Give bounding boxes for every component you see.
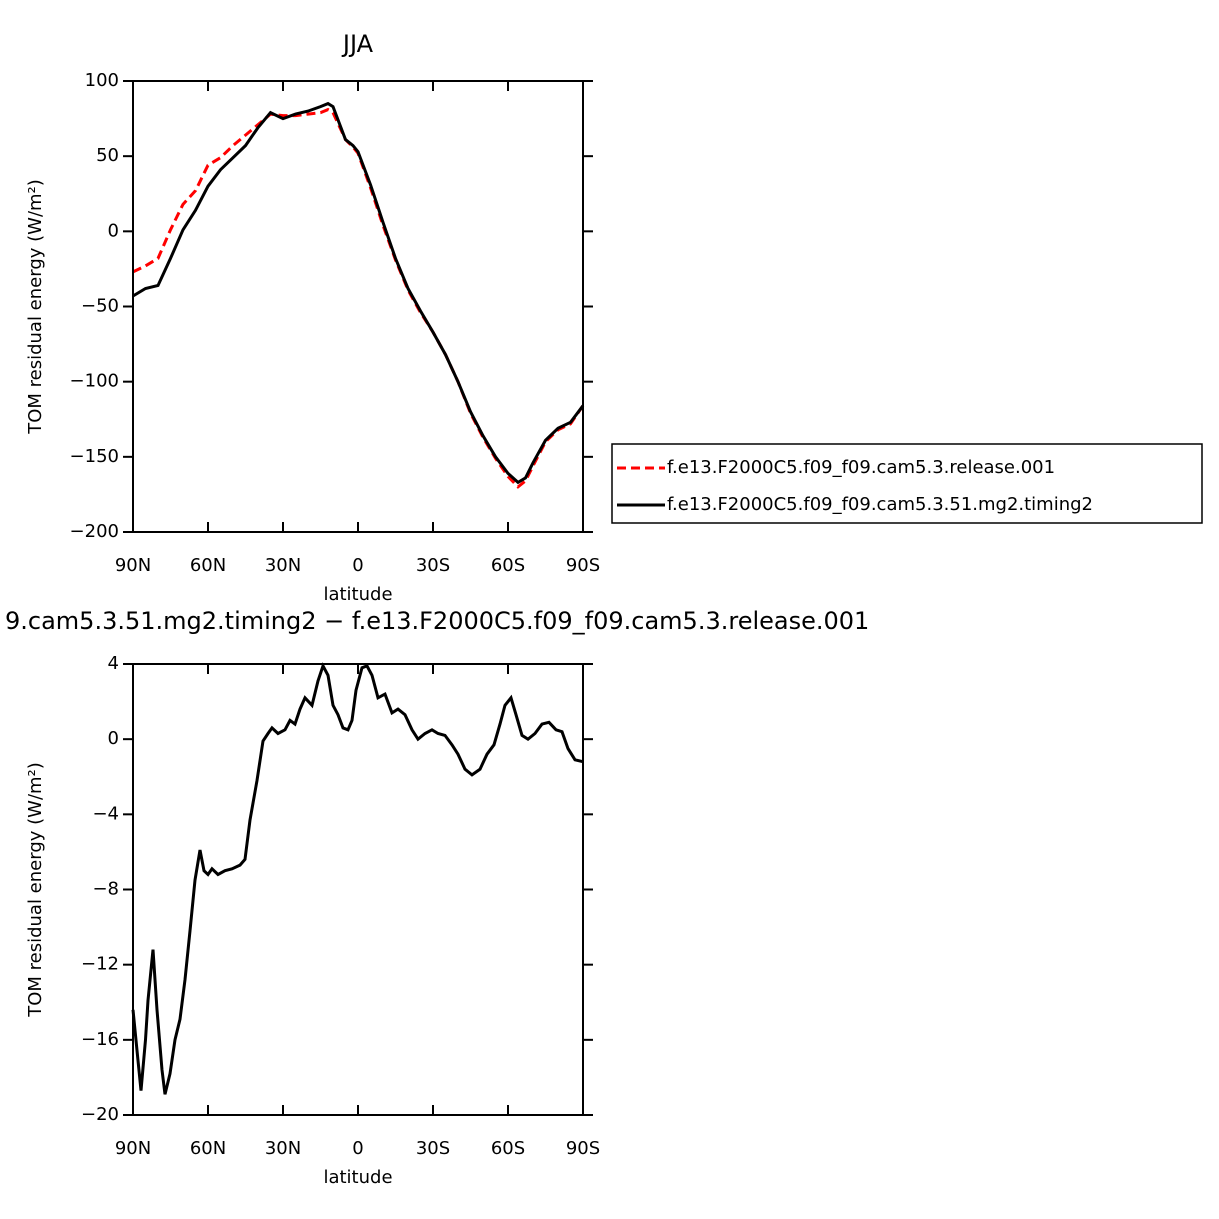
x-tick-label: 30N <box>265 1138 301 1159</box>
legend-box <box>611 443 1203 524</box>
y-tick-label: 0 <box>108 728 119 749</box>
x-tick-label: 90N <box>115 1138 151 1159</box>
y-tick-label: 100 <box>85 70 119 91</box>
x-axis-label: latitude <box>323 584 392 605</box>
x-tick-label: 60S <box>491 1138 525 1159</box>
y-tick-label: −16 <box>81 1029 119 1050</box>
data-line <box>131 662 584 1095</box>
x-tick-label: 30S <box>416 555 450 576</box>
y-axis-label: TOM residual energy (W/m²) <box>25 179 46 435</box>
y-axis-label: TOM residual energy (W/m²) <box>25 762 46 1018</box>
y-tick-label: −100 <box>70 371 119 392</box>
chart-title: JJA <box>341 30 374 58</box>
y-tick-label: −12 <box>81 954 119 975</box>
chart-title: 9.cam5.3.51.mg2.timing2 − f.e13.F2000C5.… <box>5 607 869 635</box>
data-line <box>132 101 585 485</box>
y-tick-label: −20 <box>81 1104 119 1125</box>
legend-label: f.e13.F2000C5.f09_f09.cam5.3.51.mg2.timi… <box>667 494 1093 515</box>
x-axis-label: latitude <box>323 1167 392 1188</box>
y-tick-label: −8 <box>92 879 119 900</box>
y-tick-label: −200 <box>70 521 119 542</box>
y-tick-label: −50 <box>81 296 119 317</box>
x-tick-label: 30N <box>265 555 301 576</box>
legend: f.e13.F2000C5.f09_f09.cam5.3.release.001… <box>611 443 1203 524</box>
x-tick-label: 60N <box>190 555 226 576</box>
x-tick-label: 90N <box>115 555 151 576</box>
x-tick-label: 0 <box>352 1138 363 1159</box>
x-tick-label: 30S <box>416 1138 450 1159</box>
x-tick-label: 60N <box>190 1138 226 1159</box>
legend-label: f.e13.F2000C5.f09_f09.cam5.3.release.001 <box>667 457 1055 478</box>
y-tick-label: 50 <box>96 145 119 166</box>
x-tick-label: 90S <box>566 555 600 576</box>
y-tick-label: −150 <box>70 446 119 467</box>
x-tick-label: 60S <box>491 555 525 576</box>
x-tick-label: 0 <box>352 555 363 576</box>
plot-frame <box>132 80 584 533</box>
y-tick-label: −4 <box>92 803 119 824</box>
data-line <box>132 107 585 489</box>
y-tick-label: 0 <box>108 220 119 241</box>
y-tick-label: 4 <box>108 653 119 674</box>
plot-frame <box>132 663 584 1116</box>
x-tick-label: 90S <box>566 1138 600 1159</box>
